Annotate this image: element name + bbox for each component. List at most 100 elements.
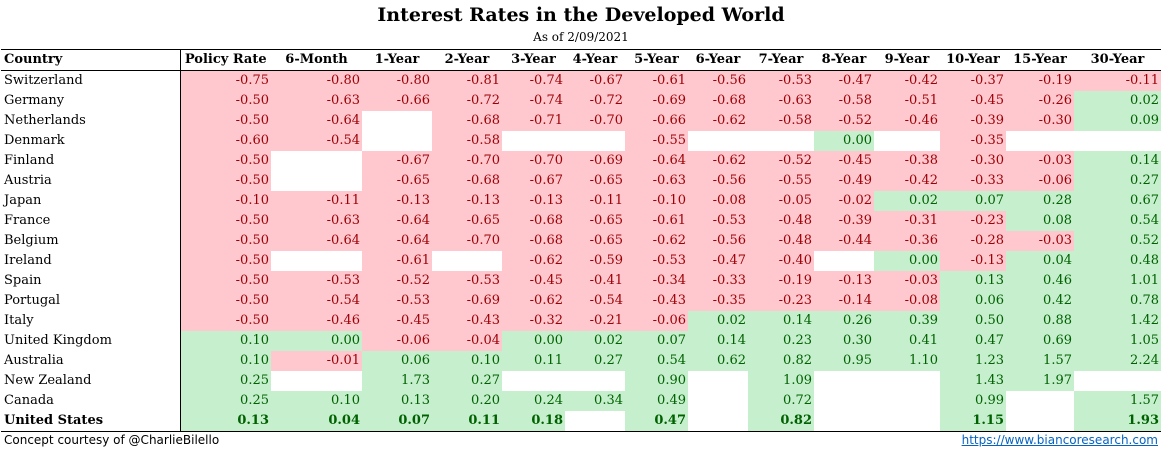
rate-cell-2-year: 0.27 — [432, 371, 502, 391]
rate-cell-9-year: 0.39 — [874, 311, 940, 331]
rate-cell-9-year: -0.08 — [874, 291, 940, 311]
rate-cell-2-year: -0.13 — [432, 191, 502, 211]
country-label: Belgium — [1, 231, 181, 251]
country-label: Austria — [1, 171, 181, 191]
table-row-ireland: Ireland -0.50 -0.61 -0.62 -0.59 -0.53 -0.47 -0.… — [1, 251, 1161, 271]
country-label: Portugal — [1, 291, 181, 311]
rate-cell-2-year: -0.04 — [432, 331, 502, 351]
rate-cell-15-year: 0.04 — [1006, 251, 1074, 271]
rate-cell-1-year: -0.64 — [362, 211, 432, 231]
rate-cell-9-year — [874, 411, 940, 432]
rate-cell-4-year: -0.59 — [565, 251, 625, 271]
table-row-canada: Canada 0.25 0.10 0.13 0.20 0.24 0.34 0.49 0.72 0.… — [1, 391, 1161, 411]
column-header-2-year: 2-Year — [432, 49, 502, 71]
table-row-netherlands: Netherlands -0.50 -0.64 -0.68 -0.71 -0.70 -0.6… — [1, 111, 1161, 131]
country-label: Finland — [1, 151, 181, 171]
rate-cell-3-year: -0.68 — [502, 211, 565, 231]
rate-cell-8-year — [814, 411, 874, 432]
rate-cell-7-year: 1.09 — [748, 371, 814, 391]
rate-cell-9-year: 1.10 — [874, 351, 940, 371]
rate-cell-6-year: 0.02 — [688, 311, 748, 331]
rate-cell-5-year: -0.61 — [625, 70, 688, 91]
rate-cell-2-year: 0.11 — [432, 411, 502, 432]
rate-cell-15-year: 1.97 — [1006, 371, 1074, 391]
rate-cell-15-year: 1.57 — [1006, 351, 1074, 371]
rate-cell-policy-rate: -0.50 — [180, 251, 271, 271]
rate-cell-3-year: -0.74 — [502, 70, 565, 91]
rate-cell-2-year: -0.43 — [432, 311, 502, 331]
rate-cell-6-month: -0.53 — [271, 271, 362, 291]
rate-cell-policy-rate: 0.25 — [180, 371, 271, 391]
rate-cell-2-year: -0.68 — [432, 111, 502, 131]
rate-cell-8-year: -0.44 — [814, 231, 874, 251]
rate-cell-4-year — [565, 411, 625, 432]
rate-cell-7-year: 0.23 — [748, 331, 814, 351]
rate-cell-4-year: -0.67 — [565, 70, 625, 91]
rate-cell-5-year: -0.53 — [625, 251, 688, 271]
rate-cell-8-year: -0.47 — [814, 70, 874, 91]
header-row: Country Policy Rate 6-Month 1-Year 2-Year 3-Y… — [1, 49, 1161, 71]
table-row-germany: Germany -0.50 -0.63 -0.66 -0.72 -0.74 -0.72 -0.… — [1, 91, 1161, 111]
column-header-10-year: 10-Year — [940, 49, 1006, 71]
rate-cell-2-year: -0.65 — [432, 211, 502, 231]
rate-cell-1-year — [362, 111, 432, 131]
table-row-france: France -0.50 -0.63 -0.64 -0.65 -0.68 -0.65 -0.6… — [1, 211, 1161, 231]
source-link[interactable]: https://www.biancoresearch.com — [961, 433, 1158, 447]
rate-cell-1-year: -0.45 — [362, 311, 432, 331]
rate-cell-30-year: 0.54 — [1074, 211, 1161, 231]
rate-cell-30-year: 0.48 — [1074, 251, 1161, 271]
rate-cell-2-year: 0.20 — [432, 391, 502, 411]
rate-cell-9-year: -0.36 — [874, 231, 940, 251]
rate-cell-4-year: 0.02 — [565, 331, 625, 351]
column-header-3-year: 3-Year — [502, 49, 565, 71]
rate-cell-6-month: -0.01 — [271, 351, 362, 371]
rate-cell-4-year: -0.72 — [565, 91, 625, 111]
rate-cell-2-year: -0.70 — [432, 231, 502, 251]
rate-cell-1-year: -0.61 — [362, 251, 432, 271]
column-header-country: Country — [1, 49, 181, 71]
country-label: Japan — [1, 191, 181, 211]
rate-cell-1-year — [362, 131, 432, 151]
rate-cell-policy-rate: -0.50 — [180, 271, 271, 291]
rate-cell-10-year: 1.43 — [940, 371, 1006, 391]
rate-cell-2-year: -0.58 — [432, 131, 502, 151]
country-label: France — [1, 211, 181, 231]
rate-cell-10-year: 0.07 — [940, 191, 1006, 211]
rate-cell-6-month — [271, 171, 362, 191]
table-row-finland: Finland -0.50 -0.67 -0.70 -0.70 -0.69 -0.64 -0.… — [1, 151, 1161, 171]
table-body: Switzerland -0.75 -0.80 -0.80 -0.81 -0.74 -0.6… — [1, 70, 1161, 432]
country-label: Spain — [1, 271, 181, 291]
rate-cell-3-year: 0.11 — [502, 351, 565, 371]
rate-cell-7-year: -0.19 — [748, 271, 814, 291]
rate-cell-15-year: 0.42 — [1006, 291, 1074, 311]
rate-cell-4-year — [565, 371, 625, 391]
rate-cell-5-year: -0.63 — [625, 171, 688, 191]
rate-cell-10-year: -0.28 — [940, 231, 1006, 251]
rate-cell-5-year: -0.34 — [625, 271, 688, 291]
country-label: Ireland — [1, 251, 181, 271]
rate-cell-5-year: -0.69 — [625, 91, 688, 111]
rate-cell-6-month — [271, 151, 362, 171]
rate-cell-9-year: -0.38 — [874, 151, 940, 171]
rate-cell-30-year: 0.09 — [1074, 111, 1161, 131]
rate-cell-2-year: -0.68 — [432, 171, 502, 191]
rate-cell-30-year: 2.24 — [1074, 351, 1161, 371]
rate-cell-1-year: -0.64 — [362, 231, 432, 251]
rate-cell-5-year: -0.55 — [625, 131, 688, 151]
column-header-5-year: 5-Year — [625, 49, 688, 71]
table-row-italy: Italy -0.50 -0.46 -0.45 -0.43 -0.32 -0.21 -0.06… — [1, 311, 1161, 331]
rate-cell-7-year: 0.14 — [748, 311, 814, 331]
rate-cell-15-year: 0.69 — [1006, 331, 1074, 351]
rate-cell-30-year: 1.57 — [1074, 391, 1161, 411]
rate-cell-1-year: -0.53 — [362, 291, 432, 311]
rate-cell-policy-rate: 0.10 — [180, 351, 271, 371]
column-header-15-year: 15-Year — [1006, 49, 1074, 71]
rate-cell-6-month: 0.00 — [271, 331, 362, 351]
rate-cell-9-year: 0.02 — [874, 191, 940, 211]
rate-cell-2-year: -0.53 — [432, 271, 502, 291]
chart-title: Interest Rates in the Developed World — [377, 4, 785, 26]
rate-cell-15-year: -0.26 — [1006, 91, 1074, 111]
rate-cell-8-year: -0.52 — [814, 111, 874, 131]
rate-cell-15-year — [1006, 131, 1074, 151]
rate-cell-15-year: 0.08 — [1006, 211, 1074, 231]
